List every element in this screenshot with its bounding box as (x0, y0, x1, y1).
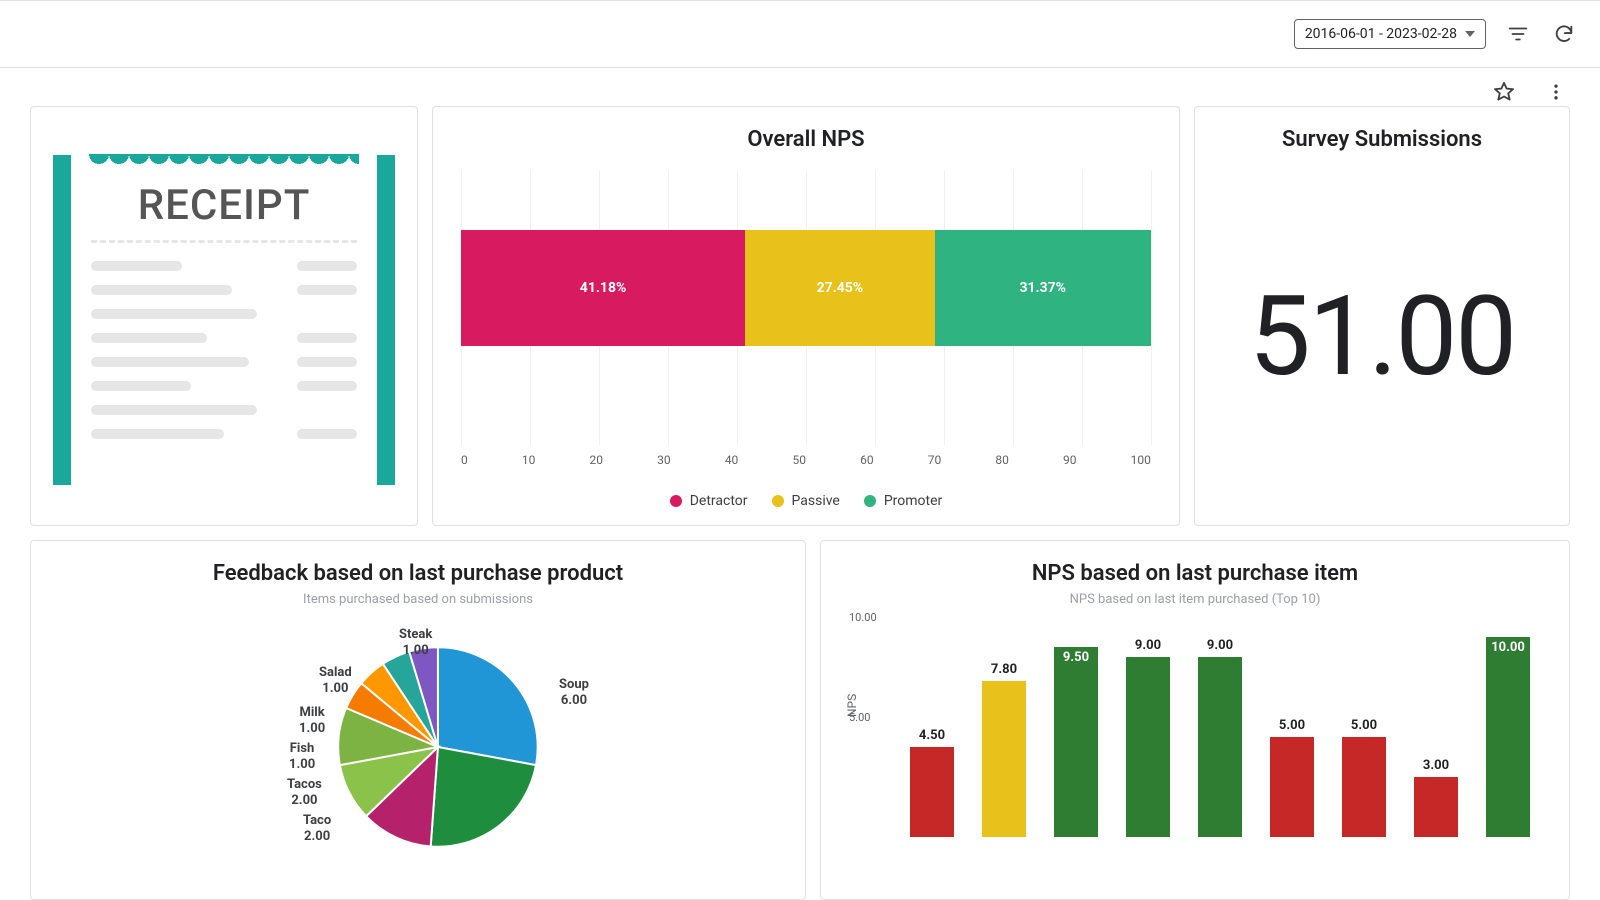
pie-label-tacos: Tacos2.00 (287, 777, 322, 808)
nps-segment-promoter: 31.37% (935, 230, 1151, 346)
bar: 5.00 (1341, 718, 1387, 837)
filter-icon[interactable] (1504, 20, 1532, 48)
pie-label-salad: Salad1.00 (319, 665, 352, 696)
dashboard: RECEIPT (0, 106, 1600, 900)
bar: 7.80 (981, 662, 1027, 837)
x-tick: 90 (1063, 453, 1077, 467)
bar: 4.50 (909, 728, 955, 837)
x-tick: 100 (1131, 453, 1151, 467)
pie-chart: Soup6.00 Steak1.00 Salad1.00 Milk1.00 Fish1.… (59, 617, 777, 877)
card-title: NPS based on last purchase item (849, 561, 1541, 586)
dashboard-row-1: RECEIPT (30, 106, 1570, 526)
receipt-illustration: RECEIPT (53, 155, 395, 485)
date-range-text: 2016-06-01 - 2023-02-28 (1305, 26, 1457, 42)
bar: 9.00 (1125, 638, 1171, 837)
bar: 5.00 (1269, 718, 1315, 837)
nps-segment-detractor: 41.18% (461, 230, 745, 346)
bar: 9.50 (1053, 628, 1099, 837)
card-nps-by-item: NPS based on last purchase item NPS base… (820, 540, 1570, 900)
x-tick: 30 (657, 453, 671, 467)
legend-item: Detractor (670, 493, 748, 509)
card-receipt-image: RECEIPT (30, 106, 418, 526)
nps-legend: Detractor Passive Promoter (461, 493, 1151, 513)
submission-count: 51.00 (1249, 272, 1515, 401)
pie-label-taco: Taco2.00 (303, 813, 331, 844)
x-tick: 50 (792, 453, 806, 467)
refresh-icon[interactable] (1550, 20, 1578, 48)
x-tick: 0 (461, 453, 468, 467)
chevron-down-icon (1465, 31, 1475, 37)
card-overall-nps: Overall NPS 41.18%27.45%31.37% 0 10 20 30 40… (432, 106, 1180, 526)
receipt-title: RECEIPT (91, 181, 357, 230)
legend-item: Promoter (864, 493, 942, 509)
more-vert-icon[interactable] (1542, 78, 1570, 106)
pie-label-soup: Soup6.00 (559, 677, 589, 708)
topbar: 2016-06-01 - 2023-02-28 (0, 0, 1600, 68)
pie-label-milk: Milk1.00 (299, 705, 325, 736)
card-title: Feedback based on last purchase product (59, 561, 777, 586)
card-title: Overall NPS (461, 127, 1151, 152)
bar: 3.00 (1413, 758, 1459, 837)
pie-label-steak: Steak1.00 (399, 627, 432, 658)
x-tick: 40 (725, 453, 739, 467)
nps-chart: 41.18%27.45%31.37% 0 10 20 30 40 50 60 70 80 90 10… (461, 170, 1151, 493)
dashboard-row-2: Feedback based on last purchase product … (30, 540, 1570, 900)
bar-chart: NPS 5.0010.004.507.809.509.009.005.005.0… (849, 617, 1541, 837)
nps-segment-passive: 27.45% (745, 230, 934, 346)
date-range-picker[interactable]: 2016-06-01 - 2023-02-28 (1294, 19, 1486, 49)
x-tick: 70 (928, 453, 942, 467)
bar: 9.00 (1197, 638, 1243, 837)
bar: 10.00 (1485, 618, 1531, 837)
dashboard-actions (0, 68, 1600, 106)
card-title: Survey Submissions (1282, 127, 1482, 152)
x-tick: 60 (860, 453, 874, 467)
card-survey-submissions: Survey Submissions 51.00 (1194, 106, 1570, 526)
star-icon[interactable] (1490, 78, 1518, 106)
x-tick: 80 (995, 453, 1009, 467)
card-feedback-pie: Feedback based on last purchase product … (30, 540, 806, 900)
legend-item: Passive (772, 493, 840, 509)
card-subtitle: Items purchased based on submissions (59, 592, 777, 607)
pie-label-fish: Fish1.00 (289, 741, 315, 772)
x-tick: 20 (590, 453, 604, 467)
y-tick: 10.00 (849, 611, 877, 624)
card-subtitle: NPS based on last item purchased (Top 10… (849, 592, 1541, 607)
x-tick: 10 (522, 453, 536, 467)
y-tick: 5.00 (849, 711, 870, 724)
